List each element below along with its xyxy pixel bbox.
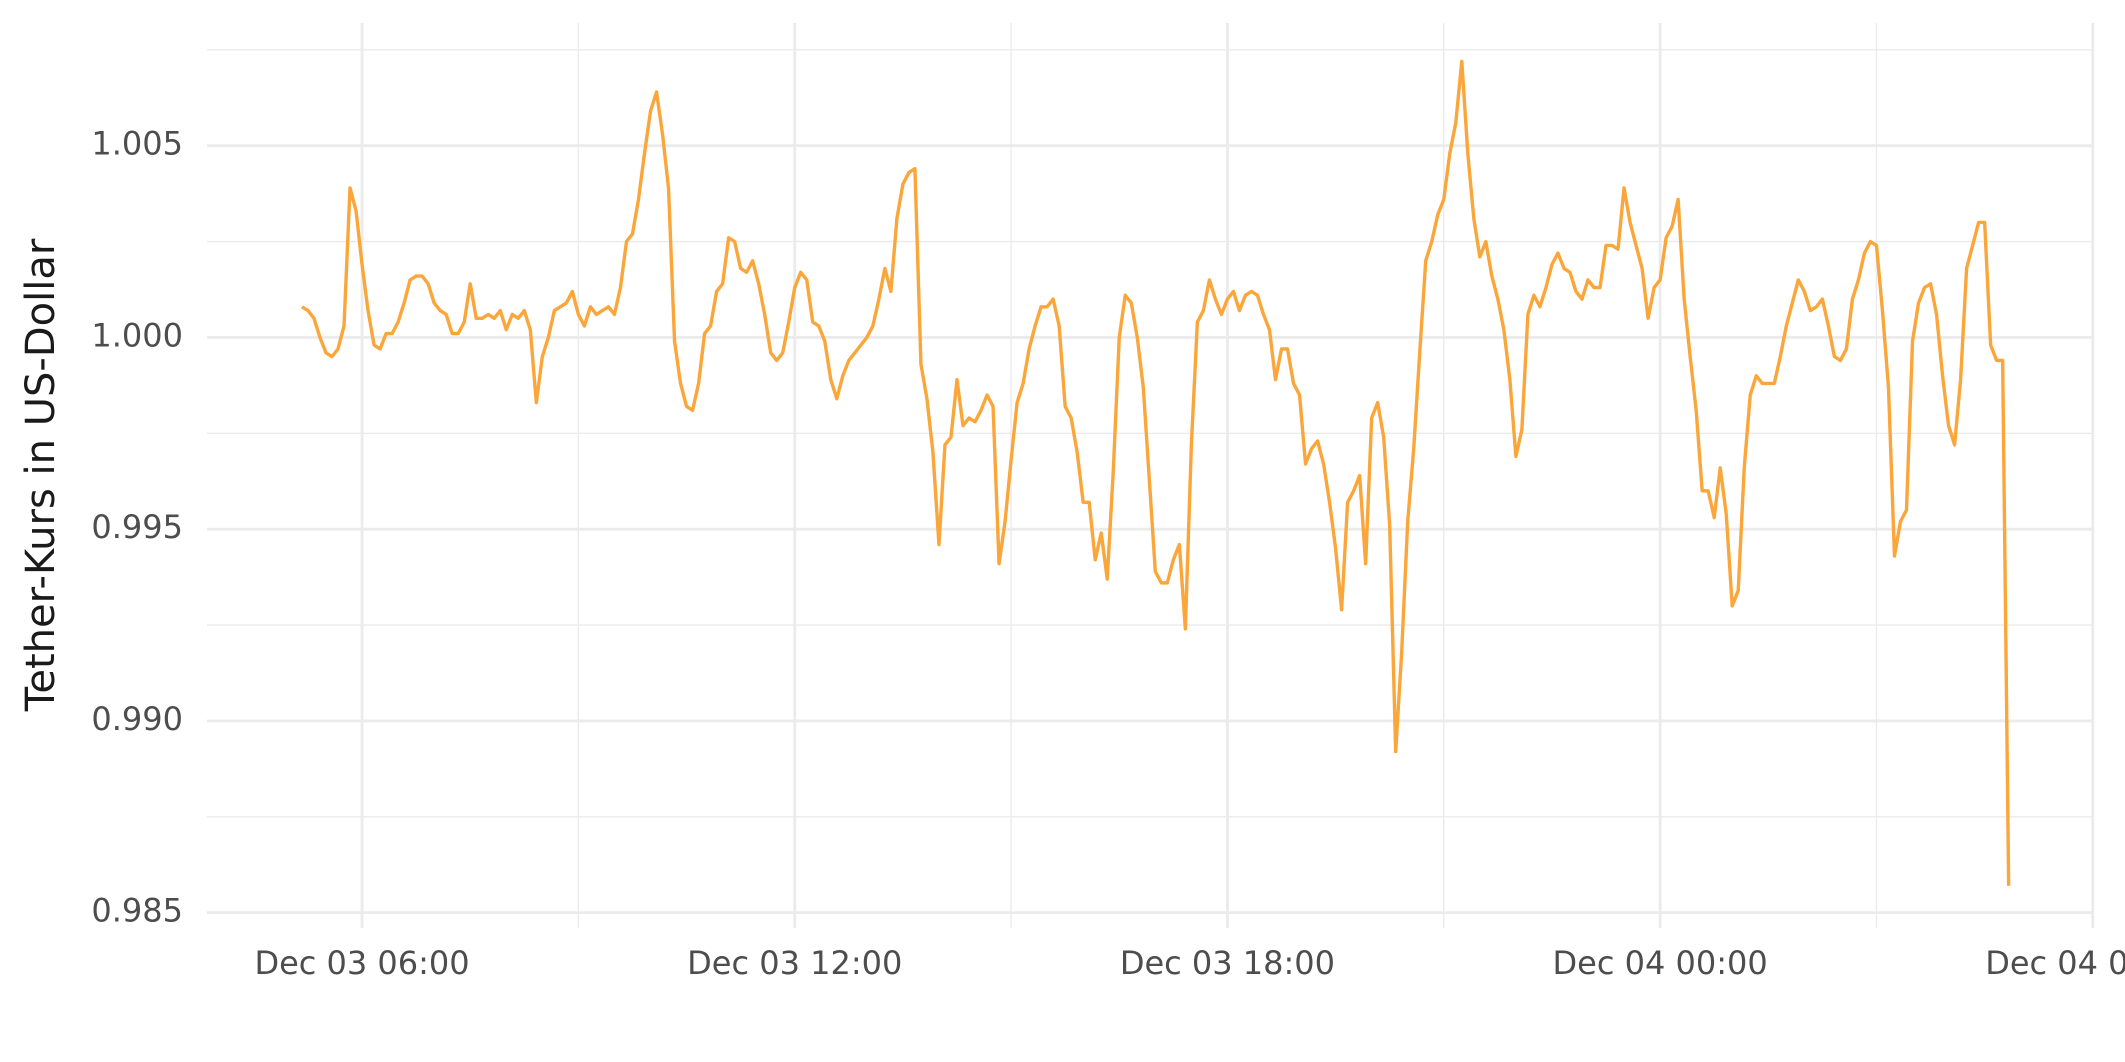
y-tick-label: 0.990 [91,700,183,738]
y-tick-label: 1.005 [91,125,183,163]
x-tick-label: Dec 04 00:00 [1553,944,1768,982]
y-tick-label: 0.995 [91,508,183,546]
x-tick-label: Dec 03 06:00 [254,944,469,982]
y-axis-title: Tether-Kurs in US-Dollar [18,238,64,712]
x-tick-label: Dec 03 18:00 [1120,944,1335,982]
axis-labels: 0.985 0.990 0.995 1.000 1.005 Dec 03 06:00 Dec… [91,125,2125,982]
x-tick-label: Dec 03 12:00 [687,944,902,982]
data-line [301,59,2011,886]
plot-area [301,59,2011,886]
y-tick-label: 0.985 [91,892,183,930]
grid [207,23,2095,928]
y-tick-label: 1.000 [91,316,183,354]
x-tick-label: Dec 04 06:00 [1985,944,2125,982]
